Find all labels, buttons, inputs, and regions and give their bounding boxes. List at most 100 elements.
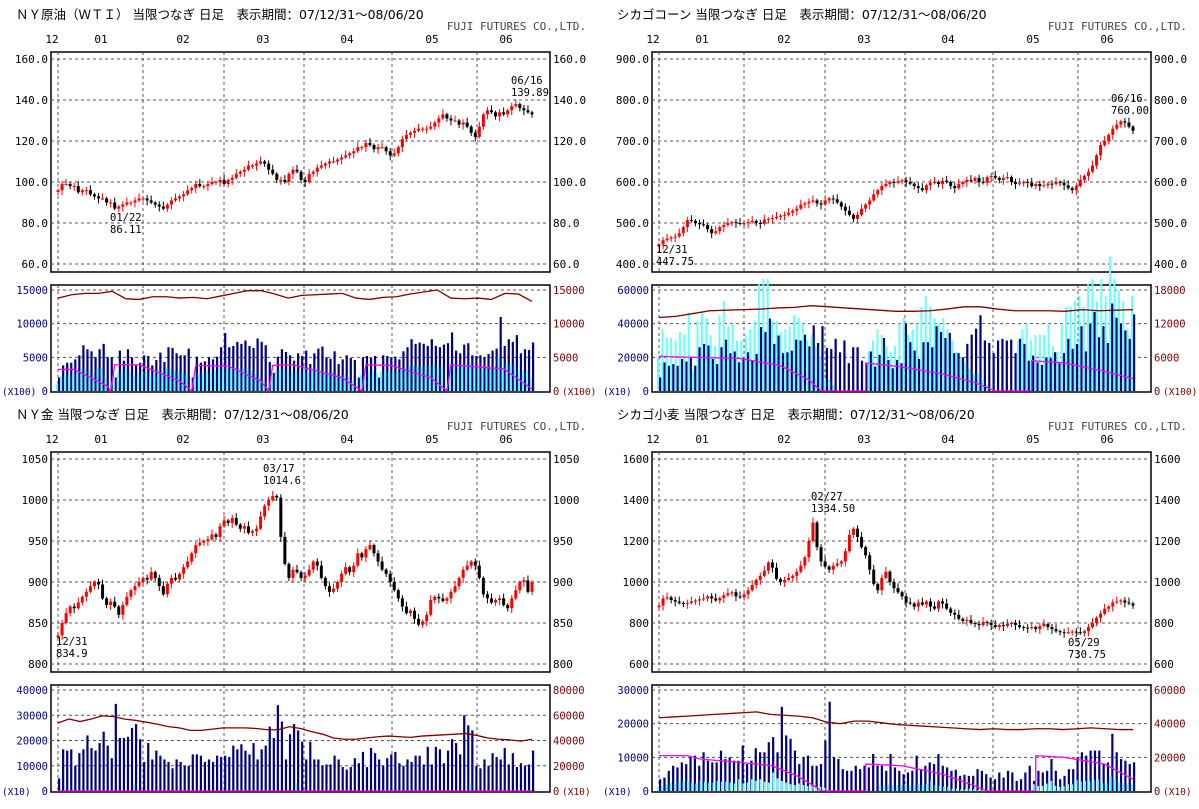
candle-body (1099, 145, 1103, 156)
candle-body (864, 547, 868, 556)
volume-bar-secondary (951, 788, 954, 791)
volume-bar (1093, 750, 1097, 791)
volume-bar (317, 348, 320, 391)
candle-body (1074, 186, 1078, 191)
volume-bar (216, 755, 219, 791)
volume-bar (187, 765, 190, 791)
candle-body (742, 223, 746, 225)
volume-bar-secondary (823, 787, 826, 791)
volume-bar-secondary (750, 779, 753, 791)
volume-bar-secondary (968, 788, 971, 791)
volume-bar-secondary (788, 326, 791, 391)
volume-bar-secondary (295, 370, 298, 391)
candle-body (457, 120, 461, 125)
volume-axis-right-label: 60000 (1154, 685, 1186, 697)
volume-bar-secondary (959, 357, 962, 391)
volume-bar (244, 750, 247, 791)
volume-bar (1014, 353, 1017, 391)
volume-bar-secondary (759, 779, 762, 791)
volume-bar (475, 765, 478, 791)
volume-bar (889, 753, 892, 791)
volume-bar (483, 357, 486, 391)
volume-bar (438, 347, 442, 391)
volume-bar-secondary (742, 783, 745, 791)
candle-body (238, 524, 242, 529)
volume-bar (519, 763, 523, 791)
volume-bar-secondary (448, 362, 451, 391)
candle-body (1030, 627, 1034, 629)
candle-body (417, 618, 421, 625)
price-plot-area (50, 51, 551, 273)
volume-bar-secondary (955, 788, 958, 791)
volume-bar (950, 770, 953, 791)
annotation-date: 06/16 (1111, 93, 1143, 105)
price-axis-right-label: 850 (553, 617, 573, 630)
candle-body (1058, 631, 1062, 633)
volume-bar (66, 362, 69, 391)
candle-body (299, 171, 303, 180)
volume-bar (220, 756, 223, 791)
volume-axis-right-label: 80000 (553, 685, 585, 697)
candle-body (287, 563, 291, 578)
volume-bar-secondary (725, 781, 728, 791)
volume-bar-secondary (964, 789, 967, 791)
volume-bar (515, 767, 518, 791)
volume-bar (110, 758, 113, 791)
volume-bar (963, 774, 966, 791)
volume-bar (803, 334, 807, 391)
volume-bar-secondary (1069, 306, 1072, 391)
volume-bar (745, 764, 749, 791)
candle-body (839, 202, 843, 207)
volume-bar (333, 351, 336, 391)
candle-body (194, 545, 198, 554)
chart-title: ＮＹ原油（ＷＴＩ） 当限つなぎ 日足 表示期間：07/12/31～08/06/2… (16, 7, 424, 22)
volume-bar-secondary (797, 783, 800, 791)
candle-body (856, 214, 860, 219)
candle-body (165, 204, 169, 209)
volume-bar (288, 355, 292, 391)
candle-body (912, 603, 916, 607)
candle-body (937, 601, 941, 609)
candle-body (336, 159, 340, 162)
volume-bar-secondary (753, 320, 756, 391)
candle-body (331, 161, 335, 163)
volume-bar (898, 770, 901, 791)
volume-bar (313, 353, 316, 391)
volume-bar (865, 364, 868, 391)
volume-axis-right-label: 15000 (553, 285, 585, 297)
candle-body (352, 565, 356, 573)
volume-bar (430, 764, 433, 791)
candle-body (307, 569, 311, 576)
candle-body (1123, 600, 1127, 603)
volume-axis-left-label: 10000 (16, 761, 48, 773)
volume-axis-right-label: 20000 (553, 761, 585, 773)
month-label: 03 (857, 433, 870, 446)
candle-body (173, 198, 177, 201)
candle-body (920, 188, 924, 191)
candle-body (149, 200, 153, 203)
price-axis-right-label: 160.0 (553, 53, 586, 66)
candle-body (888, 182, 892, 185)
volume-bar (532, 750, 535, 791)
volume-bar (325, 764, 328, 791)
volume-bar (236, 749, 239, 791)
candle-body (56, 635, 60, 637)
volume-bar (232, 745, 235, 791)
candle-body (84, 591, 88, 597)
annotation-date: 12/31 (56, 636, 88, 648)
candle-body (380, 147, 384, 149)
volume-axis-right-label: 0 (1154, 386, 1160, 398)
candle-body (473, 132, 477, 137)
candle-body (169, 200, 173, 205)
candle-body (498, 112, 502, 117)
volume-bar (143, 355, 146, 391)
volume-bar-secondary (700, 312, 703, 391)
volume-bar-secondary (793, 785, 796, 791)
candle-body (429, 600, 433, 615)
candle-body (1038, 184, 1042, 187)
candle-body (1050, 627, 1054, 630)
candle-body (1066, 185, 1070, 189)
candle-body (60, 623, 64, 636)
volume-bar-secondary (1122, 783, 1125, 791)
volume-bar (845, 770, 849, 791)
